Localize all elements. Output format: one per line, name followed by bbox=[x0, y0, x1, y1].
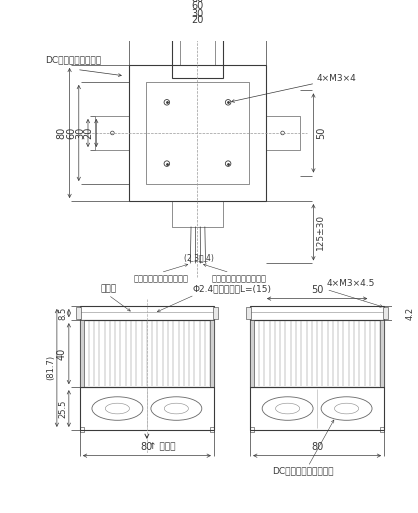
Bar bbox=[80, 320, 214, 387]
Text: ペルチェケーブル（黒）: ペルチェケーブル（黒） bbox=[133, 274, 188, 284]
Text: 50: 50 bbox=[316, 127, 326, 139]
Text: 4×M3×4.5: 4×M3×4.5 bbox=[326, 279, 375, 288]
Text: 25.5: 25.5 bbox=[58, 399, 67, 418]
Bar bbox=[80, 320, 84, 387]
Text: 30: 30 bbox=[191, 9, 204, 18]
Bar bbox=[76, 307, 81, 319]
Bar bbox=[250, 387, 384, 430]
Text: ペルチェケーブル（赤）: ペルチェケーブル（赤） bbox=[212, 274, 266, 284]
Text: 125±30: 125±30 bbox=[316, 214, 325, 250]
Bar bbox=[80, 387, 214, 430]
Text: 8.5: 8.5 bbox=[58, 306, 67, 320]
Text: 20: 20 bbox=[191, 15, 204, 25]
Bar bbox=[247, 307, 251, 319]
Text: 50: 50 bbox=[311, 285, 323, 295]
Bar bbox=[250, 427, 254, 432]
Bar bbox=[250, 320, 384, 387]
Bar bbox=[210, 320, 214, 387]
Bar bbox=[181, 14, 214, 65]
Text: (2 3、 4): (2 3、 4) bbox=[184, 253, 214, 263]
Text: 80: 80 bbox=[191, 0, 204, 4]
Bar bbox=[80, 427, 84, 432]
Text: 冷却面: 冷却面 bbox=[100, 284, 116, 293]
Text: 30: 30 bbox=[75, 127, 85, 139]
Bar bbox=[265, 116, 300, 150]
Bar bbox=[95, 116, 130, 150]
Bar bbox=[250, 306, 384, 320]
Text: ↑ 風向き: ↑ 風向き bbox=[149, 442, 175, 451]
Bar bbox=[380, 427, 384, 432]
Text: 60: 60 bbox=[66, 127, 76, 139]
Text: DCファンケーブル位置: DCファンケーブル位置 bbox=[273, 467, 334, 476]
Text: DCファン固定用ネジ: DCファン固定用ネジ bbox=[45, 56, 101, 65]
Text: 80: 80 bbox=[57, 127, 67, 139]
Bar bbox=[172, 10, 223, 78]
Bar bbox=[213, 307, 217, 319]
Text: 60: 60 bbox=[191, 2, 204, 11]
Text: 40: 40 bbox=[57, 348, 67, 360]
Text: Φ2.4温測用穴　L=(15): Φ2.4温測用穴 L=(15) bbox=[193, 284, 272, 293]
Text: 4.2: 4.2 bbox=[405, 306, 414, 320]
Bar bbox=[380, 320, 384, 387]
Text: 80: 80 bbox=[311, 442, 323, 452]
Bar bbox=[172, 201, 223, 227]
Text: 80: 80 bbox=[141, 442, 153, 452]
Text: 4×M3×4: 4×M3×4 bbox=[316, 74, 356, 83]
Bar bbox=[130, 65, 265, 201]
Text: (81.7): (81.7) bbox=[46, 356, 55, 381]
Bar bbox=[80, 306, 214, 320]
Bar bbox=[146, 82, 249, 184]
Bar bbox=[210, 427, 214, 432]
Bar bbox=[250, 320, 254, 387]
Text: 20: 20 bbox=[84, 127, 94, 139]
Bar bbox=[383, 307, 388, 319]
